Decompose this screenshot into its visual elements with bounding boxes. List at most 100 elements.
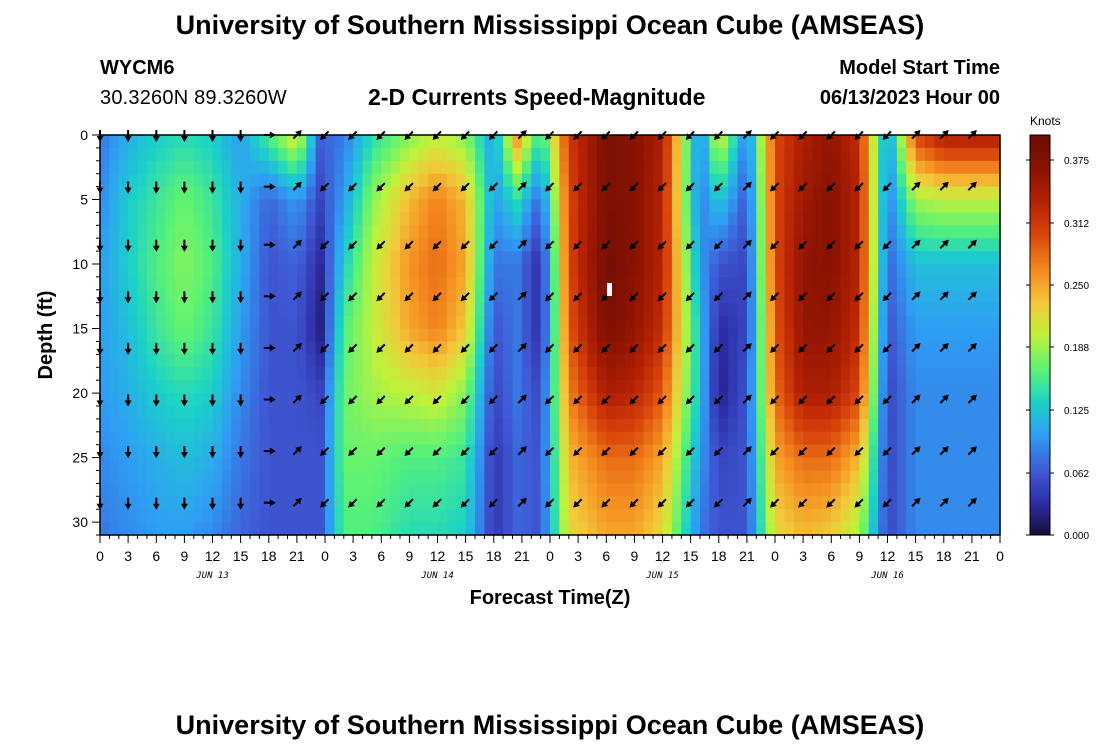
heatmap-cell	[625, 225, 635, 239]
current-arrow	[854, 182, 864, 192]
heatmap-cell	[634, 522, 645, 536]
heatmap-cell	[540, 315, 551, 330]
heatmap-cell	[812, 341, 823, 355]
heatmap-cell	[953, 418, 964, 433]
heatmap-cell	[971, 302, 982, 317]
heatmap-cell	[559, 367, 570, 381]
heatmap-cell	[606, 302, 617, 317]
heatmap-cell	[765, 405, 776, 420]
current-arrow	[152, 497, 160, 510]
heatmap-cell	[737, 341, 748, 355]
heatmap-cell	[371, 405, 382, 420]
heatmap-cell	[943, 393, 954, 407]
heatmap-cell	[746, 418, 757, 433]
heatmap-cell	[728, 199, 739, 214]
heatmap-cell	[371, 457, 382, 472]
heatmap-cell	[756, 341, 767, 355]
heatmap-cell	[868, 380, 879, 394]
heatmap-cell	[315, 341, 326, 355]
heatmap-cell	[615, 509, 626, 523]
heatmap-cell	[606, 160, 617, 175]
heatmap-cell	[428, 225, 439, 239]
heatmap-cell	[512, 147, 523, 162]
heatmap-cell	[550, 341, 560, 355]
heatmap-cell	[906, 444, 917, 459]
heatmap-cell	[156, 289, 167, 304]
heatmap-cell	[859, 212, 870, 226]
heatmap-cell	[981, 160, 992, 175]
heatmap-cell	[371, 328, 382, 343]
heatmap-cell	[259, 483, 270, 497]
heatmap-cell	[212, 212, 223, 226]
heatmap-cell	[296, 405, 307, 420]
heatmap-cell	[746, 457, 757, 472]
heatmap-cell	[278, 135, 289, 149]
heatmap-cell	[456, 328, 467, 343]
heatmap-cell	[915, 135, 926, 149]
heatmap-cell	[137, 509, 148, 523]
heatmap-cell	[231, 483, 242, 497]
heatmap-cell	[428, 135, 439, 149]
heatmap-cell	[915, 405, 926, 420]
heatmap-cell	[803, 418, 814, 433]
heatmap-cell	[840, 186, 851, 201]
current-arrow	[854, 498, 864, 508]
heatmap-cell	[193, 431, 204, 446]
heatmap-cell	[118, 264, 129, 278]
heatmap-cell	[662, 212, 673, 226]
heatmap-cell	[100, 457, 110, 472]
heatmap-cell	[709, 173, 720, 188]
heatmap-cell	[250, 212, 260, 226]
heatmap-cell	[475, 367, 485, 381]
heatmap-cell	[334, 405, 345, 420]
heatmap-cell	[709, 418, 720, 433]
heatmap-cell	[709, 147, 720, 162]
current-arrow	[376, 395, 386, 405]
heatmap-cell	[437, 212, 448, 226]
heatmap-cell	[531, 251, 542, 265]
current-arrow	[152, 342, 160, 355]
heatmap-cell	[250, 264, 260, 278]
heatmap-cell	[831, 302, 842, 317]
heatmap-cell	[812, 199, 823, 214]
heatmap-cell	[700, 289, 710, 304]
heatmap-cell	[503, 212, 514, 226]
heatmap-cell	[953, 186, 964, 201]
heatmap-cell	[156, 135, 167, 149]
heatmap-cell	[371, 302, 382, 317]
heatmap-cell	[118, 431, 129, 446]
heatmap-cell	[156, 341, 167, 355]
heatmap-cell	[531, 393, 542, 407]
heatmap-cell	[653, 405, 664, 420]
heatmap-cell	[493, 225, 504, 239]
heatmap-cell	[353, 186, 364, 201]
heatmap-cell	[325, 496, 335, 510]
heatmap-cell	[671, 186, 682, 201]
heatmap-cell	[746, 302, 757, 317]
heatmap-cell	[728, 418, 739, 433]
heatmap-cell	[240, 457, 251, 472]
heatmap-cell	[568, 380, 579, 394]
heatmap-cell	[878, 186, 889, 201]
heatmap-cell	[353, 496, 364, 510]
heatmap-cell	[456, 341, 467, 355]
heatmap-cell	[662, 380, 673, 394]
current-arrow	[263, 292, 276, 300]
heatmap-cell	[625, 289, 635, 304]
heatmap-cell	[362, 431, 373, 446]
heatmap-cell	[315, 431, 326, 446]
heatmap-cell	[550, 470, 560, 484]
current-arrow	[770, 446, 780, 457]
heatmap-cell	[362, 470, 373, 484]
heatmap-cell	[840, 276, 851, 291]
heatmap-cell	[240, 328, 251, 343]
heatmap-cell	[287, 380, 298, 394]
heatmap-cell	[568, 393, 579, 407]
heatmap-cell	[596, 354, 607, 368]
heatmap-cell	[596, 341, 607, 355]
heatmap-cell	[521, 431, 532, 446]
heatmap-cell	[475, 135, 485, 149]
heatmap-cell	[437, 186, 448, 201]
heatmap-cell	[268, 212, 279, 226]
heatmap-cell	[306, 264, 317, 278]
